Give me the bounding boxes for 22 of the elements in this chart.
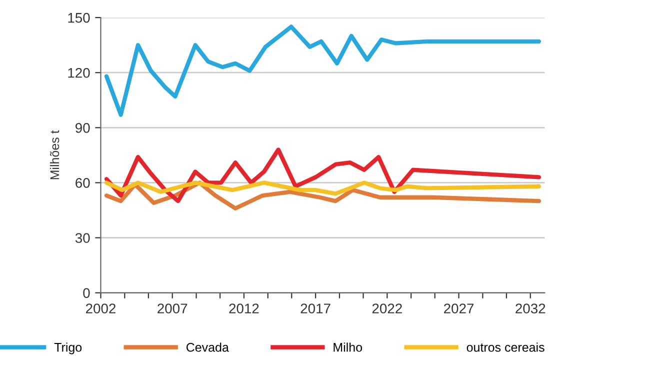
y-tick-label: 30 — [75, 233, 90, 243]
y-tick-label: 90 — [76, 122, 90, 133]
legend-label: Milho — [334, 342, 362, 352]
line-series — [104, 180, 542, 196]
legend-label: outros cereais — [466, 342, 544, 352]
x-tick-label: 2007 — [158, 304, 188, 314]
line-series — [104, 180, 542, 210]
x-tick-label: 2022 — [372, 304, 402, 314]
x-tick-label: 2002 — [86, 304, 116, 314]
y-tick-label: 120 — [68, 68, 90, 78]
legend-label: Cevada — [186, 342, 229, 352]
y-axis-title: Milhões t — [50, 130, 60, 180]
x-tick-label: 2017 — [300, 304, 330, 314]
x-tick-label: 2012 — [229, 304, 259, 314]
y-tick-label: 60 — [76, 178, 90, 188]
legend-label: Trigo — [54, 342, 82, 354]
x-tick-label: 2027 — [444, 304, 474, 314]
y-tick-label: 150 — [68, 12, 90, 23]
y-tick-label: 0 — [83, 288, 90, 298]
line-series — [104, 24, 542, 117]
x-tick-label: 2032 — [516, 304, 546, 314]
line-series — [104, 148, 542, 204]
